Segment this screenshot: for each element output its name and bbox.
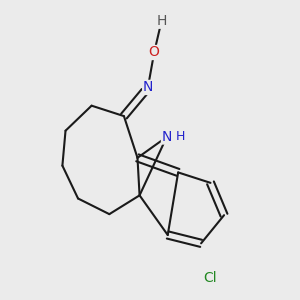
Text: N: N: [143, 80, 153, 94]
Text: N: N: [161, 130, 172, 144]
Text: H: H: [156, 14, 167, 28]
Text: O: O: [149, 46, 160, 59]
Text: Cl: Cl: [204, 271, 217, 285]
Text: H: H: [176, 130, 185, 143]
